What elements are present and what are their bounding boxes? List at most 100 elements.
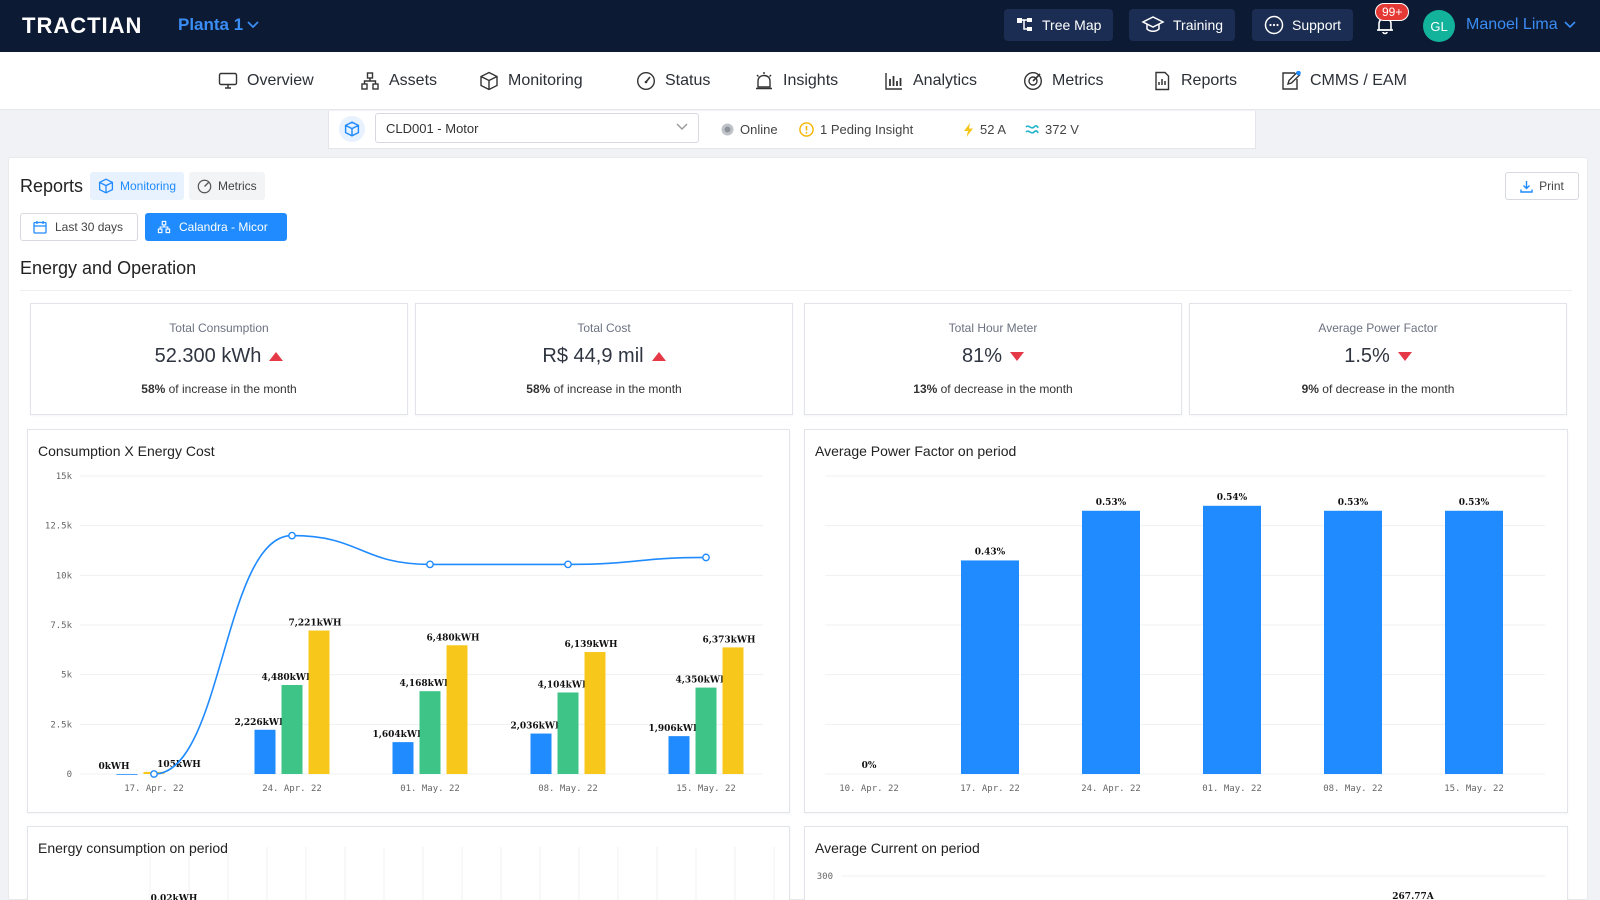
x-tick-label: 17. Apr. 22: [960, 784, 1020, 794]
nav-monitoring[interactable]: Monitoring: [479, 71, 583, 91]
bar: [722, 647, 744, 774]
tree-map-label: Tree Map: [1042, 17, 1102, 33]
section-divider: [20, 290, 1572, 291]
kpi-average-power-factor: Average Power Factor 1.5% 9% of decrease…: [1189, 303, 1567, 415]
data-label: 0%: [862, 761, 877, 771]
data-label: 0.53%: [1459, 498, 1490, 508]
x-tick-label: 08. May. 22: [538, 784, 598, 794]
alarm-icon: [756, 72, 772, 90]
date-filter-label: Last 30 days: [55, 220, 124, 234]
asset-bar: CLD001 - Motor Online 1 Peding Insight 5…: [328, 111, 1256, 149]
bar: [530, 733, 552, 774]
data-label: 7,221kWH: [288, 619, 342, 629]
asset-cube-icon: [339, 116, 365, 142]
calendar-icon: [33, 221, 47, 234]
data-label: 0,02kWH: [151, 894, 198, 900]
y-tick-label: 5k: [61, 671, 72, 681]
nav-assets-label: Assets: [389, 72, 438, 89]
report-icon: [1155, 71, 1170, 91]
gauge-icon: [636, 71, 656, 91]
support-label: Support: [1292, 17, 1342, 33]
trend-down-icon: [1010, 352, 1025, 361]
brand-logo[interactable]: TRACTIAN: [22, 13, 143, 38]
asset-voltage-value: 372 V: [1045, 122, 1079, 137]
bar: [668, 736, 690, 774]
y-tick-label: 7.5k: [50, 621, 72, 631]
target-icon: [197, 179, 212, 193]
nav-metrics[interactable]: Metrics: [1023, 71, 1104, 91]
download-icon: [1520, 180, 1533, 193]
kpi-total-hour-meter: Total Hour Meter 81% 13% of decrease in …: [804, 303, 1182, 415]
nav-cmms[interactable]: CMMS / EAM: [1281, 71, 1407, 91]
asset-filter-button[interactable]: Calandra - Micor: [145, 213, 287, 241]
line-point: [702, 553, 710, 562]
lightning-icon: [964, 122, 973, 137]
kpi-total-consumption: Total Consumption 52.300 kWh 58% of incr…: [30, 303, 408, 415]
avatar[interactable]: GL: [1423, 10, 1455, 42]
kpi-value: R$ 44,9 mil: [542, 345, 644, 367]
kpi-note: of decrease in the month: [937, 382, 1073, 396]
user-name: Manoel Lima: [1466, 16, 1558, 33]
card-title: Average Power Factor on period: [815, 443, 1017, 459]
kpi-note: of increase in the month: [550, 382, 682, 396]
power-factor-card: Average Power Factor on period 10. Apr. …: [804, 429, 1568, 813]
print-button[interactable]: Print: [1505, 172, 1579, 200]
bar: [116, 774, 138, 775]
y-tick-label: 12.5k: [45, 522, 73, 532]
support-button[interactable]: Support: [1252, 9, 1354, 41]
nav-insights[interactable]: Insights: [754, 71, 838, 91]
training-button[interactable]: Training: [1129, 9, 1236, 41]
user-menu[interactable]: Manoel Lima: [1466, 16, 1576, 34]
data-label: 0.53%: [1338, 498, 1369, 508]
data-label: 4,350kWH: [675, 676, 729, 686]
online-status-icon: [721, 123, 734, 136]
consumption-cost-card: Consumption X Energy Cost 0 2.5k 5k 7.5k 10k…: [27, 429, 790, 813]
line-point: [426, 560, 434, 569]
bar: [254, 729, 276, 774]
main-nav: Overview Assets Monitoring Status Insigh…: [0, 52, 1600, 110]
data-label: 2,226kWH: [234, 718, 288, 728]
print-label: Print: [1539, 179, 1564, 193]
plant-selector[interactable]: Planta 1: [178, 15, 259, 35]
line-point: [288, 531, 296, 540]
pending-insight[interactable]: 1 Peding Insight: [799, 122, 913, 137]
tab-metrics-label: Metrics: [218, 179, 257, 193]
pending-insight-label: 1 Peding Insight: [820, 122, 914, 137]
nav-overview-label: Overview: [247, 72, 314, 89]
asset-status: Online: [721, 122, 778, 137]
tab-monitoring[interactable]: Monitoring: [90, 172, 185, 200]
target-icon: [1023, 71, 1043, 91]
bar: [557, 692, 579, 774]
energy-consumption-chart: 0,02kWH: [149, 847, 775, 900]
data-label: 6,373kWH: [702, 635, 756, 645]
nav-analytics[interactable]: Analytics: [884, 71, 977, 91]
line-point: [150, 770, 158, 778]
nav-reports-label: Reports: [1181, 72, 1238, 89]
nav-assets[interactable]: Assets: [360, 71, 437, 91]
energy-consumption-card: Energy consumption on period 0,02kWH: [27, 826, 790, 900]
bar: [308, 630, 330, 774]
nav-status[interactable]: Status: [636, 71, 710, 91]
nav-reports[interactable]: Reports: [1152, 71, 1237, 91]
data-label: 1,906kWH: [648, 724, 702, 734]
kpi-pct: 9%: [1301, 382, 1319, 396]
bar: [446, 645, 468, 774]
bar: [1324, 510, 1382, 774]
tab-metrics[interactable]: Metrics: [189, 172, 265, 200]
kpi-pct: 58%: [141, 382, 166, 396]
bar: [1082, 510, 1140, 774]
tree-map-button[interactable]: Tree Map: [1004, 9, 1114, 41]
x-tick-label: 15. May. 22: [676, 784, 736, 794]
notification-badge: 99+: [1375, 3, 1410, 21]
chevron-down-icon: [1564, 21, 1576, 29]
power-factor-chart: 10. Apr. 22 0% 17. Apr. 22 0.43% 24. Apr. 22…: [825, 475, 1545, 794]
bar: [1445, 510, 1503, 774]
date-filter-button[interactable]: Last 30 days: [20, 213, 138, 241]
y-tick-label: 300: [817, 872, 833, 882]
x-tick-label: 17. Apr. 22: [124, 784, 184, 794]
average-current-chart: 300 267.77A: [817, 872, 1545, 900]
kpi-title: Total Consumption: [169, 321, 269, 335]
nav-overview[interactable]: Overview: [218, 71, 314, 91]
nav-monitoring-label: Monitoring: [508, 72, 583, 89]
asset-select[interactable]: CLD001 - Motor: [375, 113, 699, 143]
